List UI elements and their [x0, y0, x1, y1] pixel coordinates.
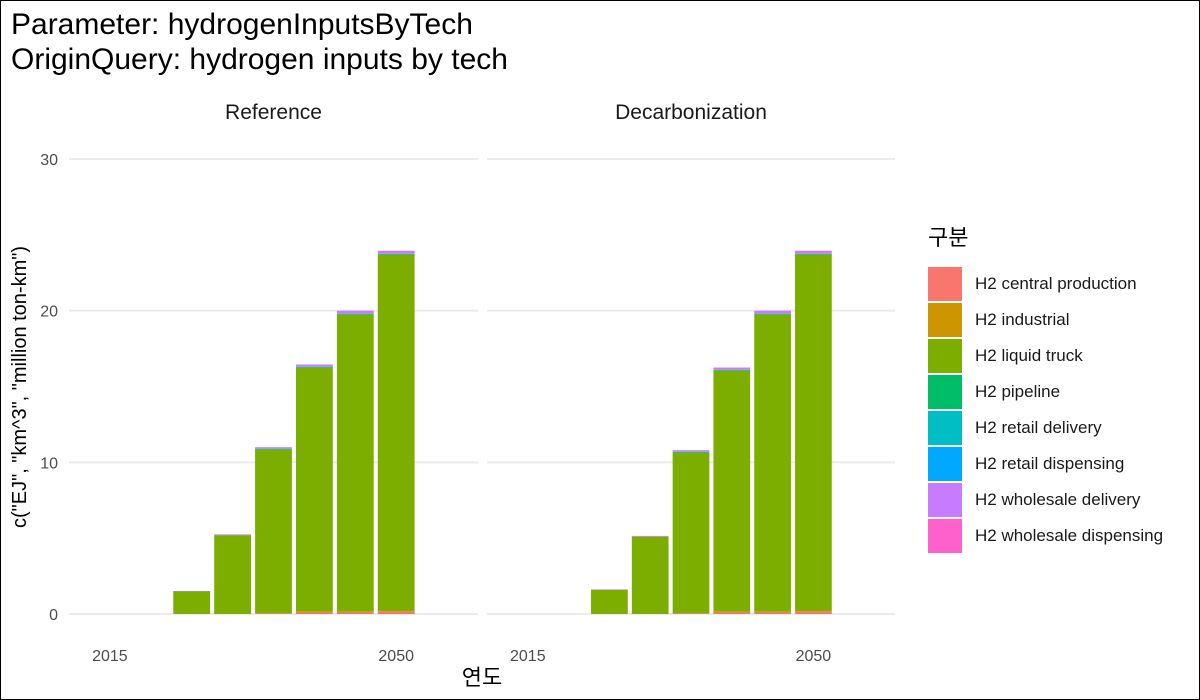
bar-segment — [336, 611, 374, 613]
legend-item: H2 central production — [928, 266, 1163, 302]
legend-label: H2 retail dispensing — [975, 454, 1125, 473]
legend-item: H2 wholesale dispensing — [928, 518, 1163, 554]
x-tick-label: 2050 — [796, 648, 832, 665]
legend-swatch — [928, 303, 962, 337]
bar-segment — [591, 589, 628, 591]
bar-segment — [754, 612, 791, 614]
bar-segment — [295, 611, 333, 613]
bar-segment — [255, 449, 292, 614]
bar-segment — [795, 253, 832, 255]
bar-segment — [591, 589, 628, 614]
facet-label-decarbonization: Decarbonization — [615, 101, 767, 124]
y-tick-label: 30 — [40, 152, 58, 169]
legend-item: H2 liquid truck — [928, 338, 1163, 374]
bar-segment — [795, 611, 832, 614]
bar-segment — [631, 536, 669, 614]
bar-segment — [377, 253, 415, 255]
legend-item: H2 retail dispensing — [928, 446, 1163, 482]
legend-label: H2 pipeline — [975, 382, 1061, 401]
bar-segment — [173, 591, 211, 614]
bar-segment — [754, 611, 791, 613]
y-axis-title: c("EJ", "km^3", "million ton-km") — [9, 246, 31, 528]
legend-swatch — [928, 447, 962, 481]
bar-segment — [214, 535, 252, 614]
bar-segment — [173, 590, 211, 592]
bar-segment — [713, 612, 751, 614]
bar-segment — [713, 611, 751, 613]
legend-item: H2 industrial — [928, 302, 1163, 338]
legend-item: H2 retail delivery — [928, 410, 1163, 446]
bar-segment — [336, 314, 374, 612]
bar-segment — [672, 452, 710, 614]
bar-segment — [795, 250, 832, 254]
bar-segment — [377, 254, 415, 611]
bar-segment — [255, 448, 292, 450]
bar-segment — [336, 612, 374, 614]
bar-segment — [214, 534, 252, 536]
bar-segment — [754, 313, 791, 315]
bar-segment — [754, 314, 791, 612]
bar-segment — [795, 610, 832, 612]
y-tick-label: 10 — [40, 455, 58, 472]
x-axis-title: 연도 — [462, 666, 502, 691]
legend: 구분 H2 central production H2 industrial H2 … — [928, 220, 1163, 554]
legend-label: H2 liquid truck — [975, 346, 1083, 365]
bar-segment — [713, 369, 751, 371]
bar-segment — [336, 310, 374, 314]
bar-segment — [672, 613, 710, 614]
legend-label: H2 industrial — [975, 310, 1070, 329]
chart-title-origin-query: OriginQuery: hydrogen inputs by tech — [11, 43, 508, 76]
legend-swatch — [928, 519, 962, 553]
bar-segment — [255, 447, 292, 449]
bar-segment — [377, 610, 415, 612]
y-tick-label: 20 — [40, 304, 58, 321]
x-tick-label: 2015 — [510, 648, 546, 665]
bar-segment — [754, 310, 791, 314]
bar-segment — [295, 366, 333, 368]
bar-segment — [295, 612, 333, 614]
x-tick-label: 2015 — [92, 648, 128, 665]
legend-label: H2 central production — [975, 274, 1137, 293]
legend-label: H2 wholesale delivery — [975, 490, 1141, 509]
bar-segment — [377, 250, 415, 254]
bar-segment — [295, 367, 333, 612]
bar-segment — [377, 611, 415, 614]
bar-segment — [672, 451, 710, 453]
x-tick-label: 2050 — [378, 648, 414, 665]
bar-segment — [713, 367, 751, 370]
legend-label: H2 retail delivery — [975, 418, 1102, 437]
legend-swatch — [928, 483, 962, 517]
bar-segment — [631, 535, 669, 537]
y-tick-label: 0 — [49, 607, 58, 624]
bar-segment — [336, 313, 374, 315]
legend-item: H2 pipeline — [928, 374, 1163, 410]
bar-segment — [713, 370, 751, 612]
legend-swatch — [928, 339, 962, 373]
legend-items: H2 central production H2 industrial H2 liq… — [928, 266, 1163, 554]
legend-swatch — [928, 267, 962, 301]
chart-title-parameter: Parameter: hydrogenInputsByTech — [11, 8, 473, 41]
legend-title: 구분 — [928, 225, 969, 250]
legend-swatch — [928, 375, 962, 409]
bar-segment — [295, 364, 333, 367]
facet-label-reference: Reference — [225, 101, 322, 124]
legend-swatch — [928, 411, 962, 445]
legend-label: H2 wholesale dispensing — [975, 526, 1164, 545]
bar-segment — [672, 450, 710, 452]
bar-segment — [255, 613, 292, 614]
legend-item: H2 wholesale delivery — [928, 482, 1163, 518]
bar-segment — [795, 254, 832, 611]
